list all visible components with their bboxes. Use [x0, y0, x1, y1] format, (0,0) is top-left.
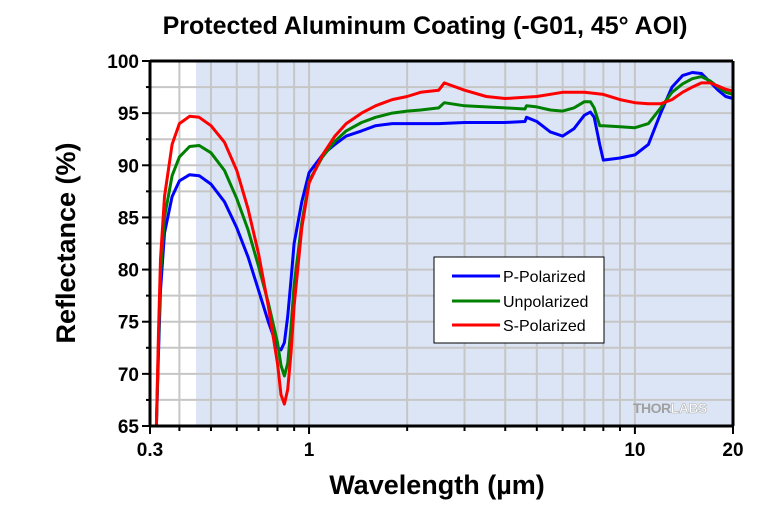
series-line-s-polarized	[154, 81, 734, 427]
x-tick-label: 10	[624, 440, 645, 461]
watermark-thor: THOR	[633, 400, 671, 416]
series-line-p-polarized	[154, 71, 734, 427]
series-line-unpolarized	[154, 75, 734, 427]
thorlabs-watermark: THORLABS	[633, 400, 708, 417]
y-tick-label: 80	[118, 261, 139, 282]
y-tick-label: 65	[118, 417, 140, 438]
series-lines	[154, 71, 734, 427]
y-tick-label: 70	[118, 365, 139, 386]
x-axis-label: Wavelength (µm)	[329, 470, 545, 500]
x-tick-label: 1	[304, 440, 315, 461]
legend-label-unpolarized: Unpolarized	[503, 294, 588, 311]
legend: P-Polarized Unpolarized S-Polarized	[433, 256, 605, 344]
y-tick-label: 95	[118, 104, 140, 125]
legend-label-s-polarized: S-Polarized	[503, 318, 586, 335]
chart-title: Protected Aluminum Coating (-G01, 45° AO…	[163, 12, 688, 40]
tick-labels: 0.3 1 10 20 65 70 75 80 85 90 95 100	[107, 52, 743, 461]
legend-label-p-polarized: P-Polarized	[503, 269, 586, 286]
y-tick-label: 90	[118, 156, 139, 177]
watermark-labs: LABS	[671, 400, 707, 416]
svg-text:THORLABS: THORLABS	[633, 400, 707, 416]
x-tick-label: 0.3	[137, 440, 163, 461]
y-tick-label: 100	[107, 52, 139, 73]
y-tick-label: 75	[118, 313, 140, 334]
y-axis-label: Reflectance (%)	[51, 142, 81, 343]
x-tick-label: 20	[722, 440, 743, 461]
y-tick-label: 85	[118, 208, 140, 229]
